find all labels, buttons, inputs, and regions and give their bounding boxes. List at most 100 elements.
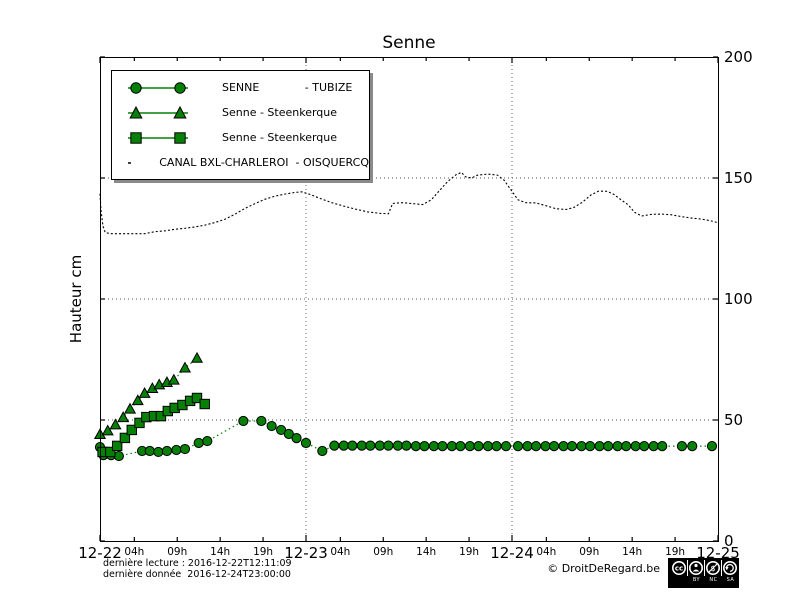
cc-nc-label: NC [709,577,718,583]
circle-marker [317,445,328,457]
cc-by-label: BY [692,577,701,583]
svg-text:cc: cc [674,565,682,573]
circle-marker [437,441,448,452]
y-axis-label: Hauteur cm [67,254,85,344]
circle-marker [455,441,466,452]
circle-marker [256,415,267,427]
triangle-marker [167,373,180,385]
square-marker [126,424,137,436]
x-hour-label: 19h [665,546,686,558]
x-hour-label: 14h [622,546,643,558]
circle-marker [161,445,173,457]
circle-marker [676,441,688,452]
circle-marker [464,441,476,452]
x-hour-label: 04h [124,546,145,558]
x-hour-label: 19h [459,546,480,558]
circle-marker [266,420,277,432]
legend-item-label: Senne - Steenkerque [222,131,338,144]
circle-marker [491,441,502,452]
circle-marker [153,446,164,458]
x-hour-label: 09h [579,546,600,558]
circle-marker [283,428,294,440]
circle-marker [410,441,421,452]
circle-marker [329,440,340,451]
circle-marker [276,424,287,436]
cc-license-badge: cc $ BY NC SA [668,558,739,588]
circle-marker [576,441,587,452]
circle-marker [706,441,718,452]
series-line [99,171,718,235]
square-marker [191,392,203,404]
circle-marker [639,441,650,452]
copyright-credit: © DroitDeRegard.be [547,562,660,575]
triangle-marker [101,424,114,436]
x-hour-label: 09h [167,546,188,558]
circle-marker [365,440,376,451]
legend-item: Senne - Steenkerque [124,126,369,150]
triangle-marker [123,402,137,414]
circle-marker [374,440,385,451]
circle-marker [687,441,698,452]
circle-marker [512,441,524,452]
triangle-marker [117,411,130,423]
circle-marker [113,450,124,462]
legend-item: SENNE - TUBIZE [124,76,369,100]
circle-marker [383,440,394,451]
circle-marker [558,441,569,452]
circle-marker [648,441,659,452]
circle-marker [482,441,494,452]
circle-marker [530,441,542,452]
y-tick-label: 0 [724,532,734,550]
circle-marker [603,441,614,452]
circle-marker [193,437,204,449]
x-hour-label: 14h [210,546,231,558]
legend: SENNE - TUBIZE Senne - Steenkerque Senne -… [111,70,370,180]
y-tick-label: 100 [724,290,753,308]
triangle-marker [109,418,122,430]
x-day-label: 12-25 [696,544,740,562]
circle-marker [473,441,484,452]
circle-marker [621,441,632,452]
cc-sa-label: SA [726,577,735,583]
x-hour-label: 09h [373,546,394,558]
circle-marker [548,441,560,452]
x-hour-label: 14h [416,546,437,558]
square-legend-marker-icon [128,131,188,144]
square-marker [105,446,116,458]
circle-marker [446,441,458,452]
circle-marker [179,443,191,455]
circle-marker [594,441,605,452]
legend-item: CANAL BXL-CHARLEROI - OISQUERCQ [124,151,369,175]
circle-marker [522,441,533,452]
x-day-label: 12-24 [490,544,534,562]
x-hour-label: 19h [253,546,274,558]
triangle-legend-marker-icon [128,105,188,118]
circle-marker [585,441,596,452]
y-tick-label: 200 [724,48,753,66]
y-tick-label: 150 [724,169,753,187]
circle-marker [144,445,155,457]
circle-marker [401,440,412,451]
circle-marker [300,437,312,449]
circle-marker [338,440,349,451]
square-marker [134,417,145,429]
series-line [99,420,712,457]
triangle-marker [178,361,192,373]
square-marker [199,398,210,410]
circle-marker [347,440,358,451]
circle-marker [419,441,430,452]
last-reading-text: dernière lecture : 2016-12-22T12:11:09 [103,558,292,569]
x-day-label: 12-23 [284,544,328,562]
circle-marker [202,435,213,447]
legend-item-label: SENNE - TUBIZE [222,81,353,94]
circle-marker [630,441,641,452]
x-hour-label: 04h [330,546,351,558]
circle-marker [500,441,512,452]
circle-marker [566,441,578,452]
footer-status-text: dernière lecture : 2016-12-22T12:11:09 d… [103,558,292,580]
circle-marker [356,440,367,451]
triangle-marker [131,394,144,406]
circle-marker [171,444,182,456]
circle-marker [612,441,623,452]
cc-by-nc-sa-icon: cc $ [671,560,737,576]
